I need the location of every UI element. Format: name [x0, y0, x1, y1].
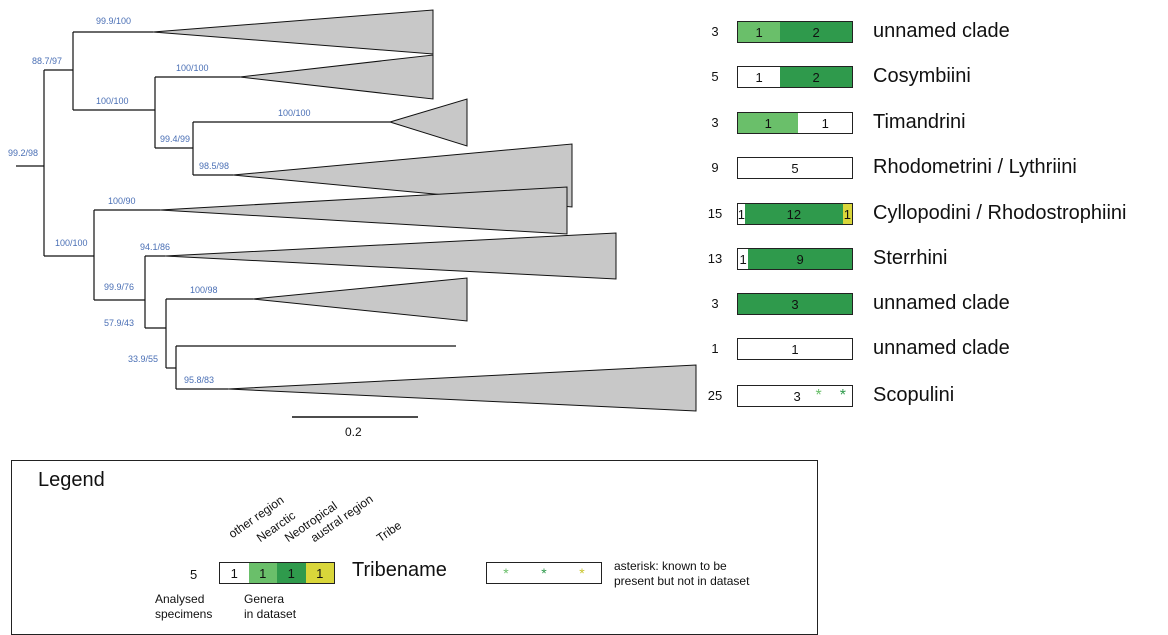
genera-line1: Genera: [244, 592, 285, 606]
genera-segment-nearctic: 1: [738, 113, 799, 133]
asterisk-nearctic-icon: *: [815, 387, 822, 404]
support-n9: 100/90: [108, 196, 136, 206]
specimen-count: 3: [711, 24, 719, 39]
support-n5: 99.4/99: [160, 134, 190, 144]
genera-segment-nearctic: 1: [738, 22, 781, 42]
collapsed-clades: [152, 9, 697, 412]
legend-seg-neotropical: 1: [277, 563, 306, 583]
support-n1: 88.7/97: [32, 56, 62, 66]
asterisk-note-line1: asterisk: known to be: [614, 559, 727, 573]
support-n15: 95.8/83: [184, 375, 214, 385]
genera-segment-neotropical: 3: [738, 294, 852, 314]
clade-triangle: [239, 54, 434, 100]
legend-asterisk-bar: * * *: [486, 562, 602, 584]
clade-triangle: [252, 277, 468, 322]
genera-segment-neotropical: 2: [780, 67, 852, 87]
tribe-name: Timandrini: [873, 111, 966, 133]
asterisk-austral-icon: *: [579, 565, 585, 581]
legend-example-bar: 1 1 1 1: [219, 562, 335, 584]
specimen-count: 13: [707, 251, 723, 266]
genera-segment-other: 1: [738, 249, 749, 269]
support-n7: 98.5/98: [199, 161, 229, 171]
legend-box: Legend other region Nearctic Neotropical…: [11, 460, 818, 635]
genera-segment-neotropical: 2: [780, 22, 852, 42]
genera-bar: 5: [737, 157, 853, 179]
genera-segment-other: 1: [738, 339, 852, 359]
asterisk-neotropical-icon: *: [541, 565, 547, 581]
genera-segment-neotropical: 12: [744, 204, 843, 224]
tribe-name: unnamed clade: [873, 20, 1010, 42]
specimen-count: 3: [711, 115, 719, 130]
clade-triangle: [152, 9, 434, 55]
tribe-name: Sterrhini: [873, 247, 948, 269]
clade-triangle: [388, 98, 468, 147]
legend-seg-austral: 1: [305, 563, 334, 583]
genera-bar: 1 12 1: [737, 203, 853, 225]
legend-seg-other: 1: [220, 563, 249, 583]
legend-example-count: 5: [190, 567, 198, 582]
specimen-count: 1: [711, 341, 719, 356]
legend-example-tribe: Tribename: [352, 559, 447, 581]
clade-triangle: [159, 186, 568, 235]
clade-triangle: [227, 364, 697, 412]
support-n14: 33.9/55: [128, 354, 158, 364]
support-n4: 100/100: [176, 63, 209, 73]
genera-segment-neotropical: 9: [748, 249, 852, 269]
support-n13: 100/98: [190, 285, 218, 295]
specimen-count: 25: [707, 388, 723, 403]
asterisk-neotropical-icon: *: [839, 387, 846, 404]
specimen-count: 3: [711, 296, 719, 311]
legend-seg-nearctic: 1: [248, 563, 277, 583]
support-n8: 100/100: [55, 238, 88, 248]
legend-tribe-header: Tribe: [373, 518, 405, 545]
asterisk-nearctic-icon: *: [503, 565, 509, 581]
support-n6: 100/100: [278, 108, 311, 118]
genera-segment-other: 5: [738, 158, 852, 178]
legend-title: Legend: [38, 469, 105, 491]
support-n12: 57.9/43: [104, 318, 134, 328]
genera-bar: 1: [737, 338, 853, 360]
scale-bar-label: 0.2: [345, 425, 362, 439]
support-n11: 94.1/86: [140, 242, 170, 252]
genera-segment-austral: 1: [842, 204, 852, 224]
specimen-count: 9: [711, 160, 719, 175]
tribe-name: Rhodometrini / Lythriini: [873, 156, 1077, 178]
genera-bar: 3 * *: [737, 385, 853, 407]
tree-branches: [16, 31, 456, 418]
genera-segment-other: 3: [738, 386, 801, 406]
analysed-line1: Analysed: [155, 592, 205, 606]
support-n10: 99.9/76: [104, 282, 134, 292]
legend-analysed-specimens: Analysed specimens: [155, 592, 212, 622]
genera-segment-other: 1: [738, 67, 781, 87]
phylogenetic-tree: 99.2/98 88.7/97 99.9/100 100/100 100/100…: [8, 9, 697, 439]
tribe-name: Scopulini: [873, 384, 955, 406]
tribe-name: unnamed clade: [873, 292, 1010, 314]
analysed-line2: specimens: [155, 607, 213, 621]
support-n3: 100/100: [96, 96, 129, 106]
specimen-count: 5: [711, 69, 719, 84]
genera-line2: in dataset: [244, 607, 297, 621]
specimen-count: 15: [707, 206, 723, 221]
support-root: 99.2/98: [8, 148, 38, 158]
support-n2: 99.9/100: [96, 16, 131, 26]
asterisk-note-line2: present but not in dataset: [614, 574, 750, 588]
tribe-name: unnamed clade: [873, 337, 1010, 359]
legend-genera-in-dataset: Genera in dataset: [244, 592, 296, 622]
genera-segment-other: 1: [738, 204, 745, 224]
clade-triangle: [164, 232, 617, 280]
tribe-name: Cosymbiini: [873, 65, 971, 87]
asterisk-group: * *: [816, 386, 852, 406]
legend-asterisk-note: asterisk: known to be present but not in…: [614, 559, 804, 589]
tribe-name: Cyllopodini / Rhodostrophiini: [873, 202, 1127, 224]
genera-bar: 3: [737, 293, 853, 315]
genera-segment-other: 1: [798, 113, 852, 133]
